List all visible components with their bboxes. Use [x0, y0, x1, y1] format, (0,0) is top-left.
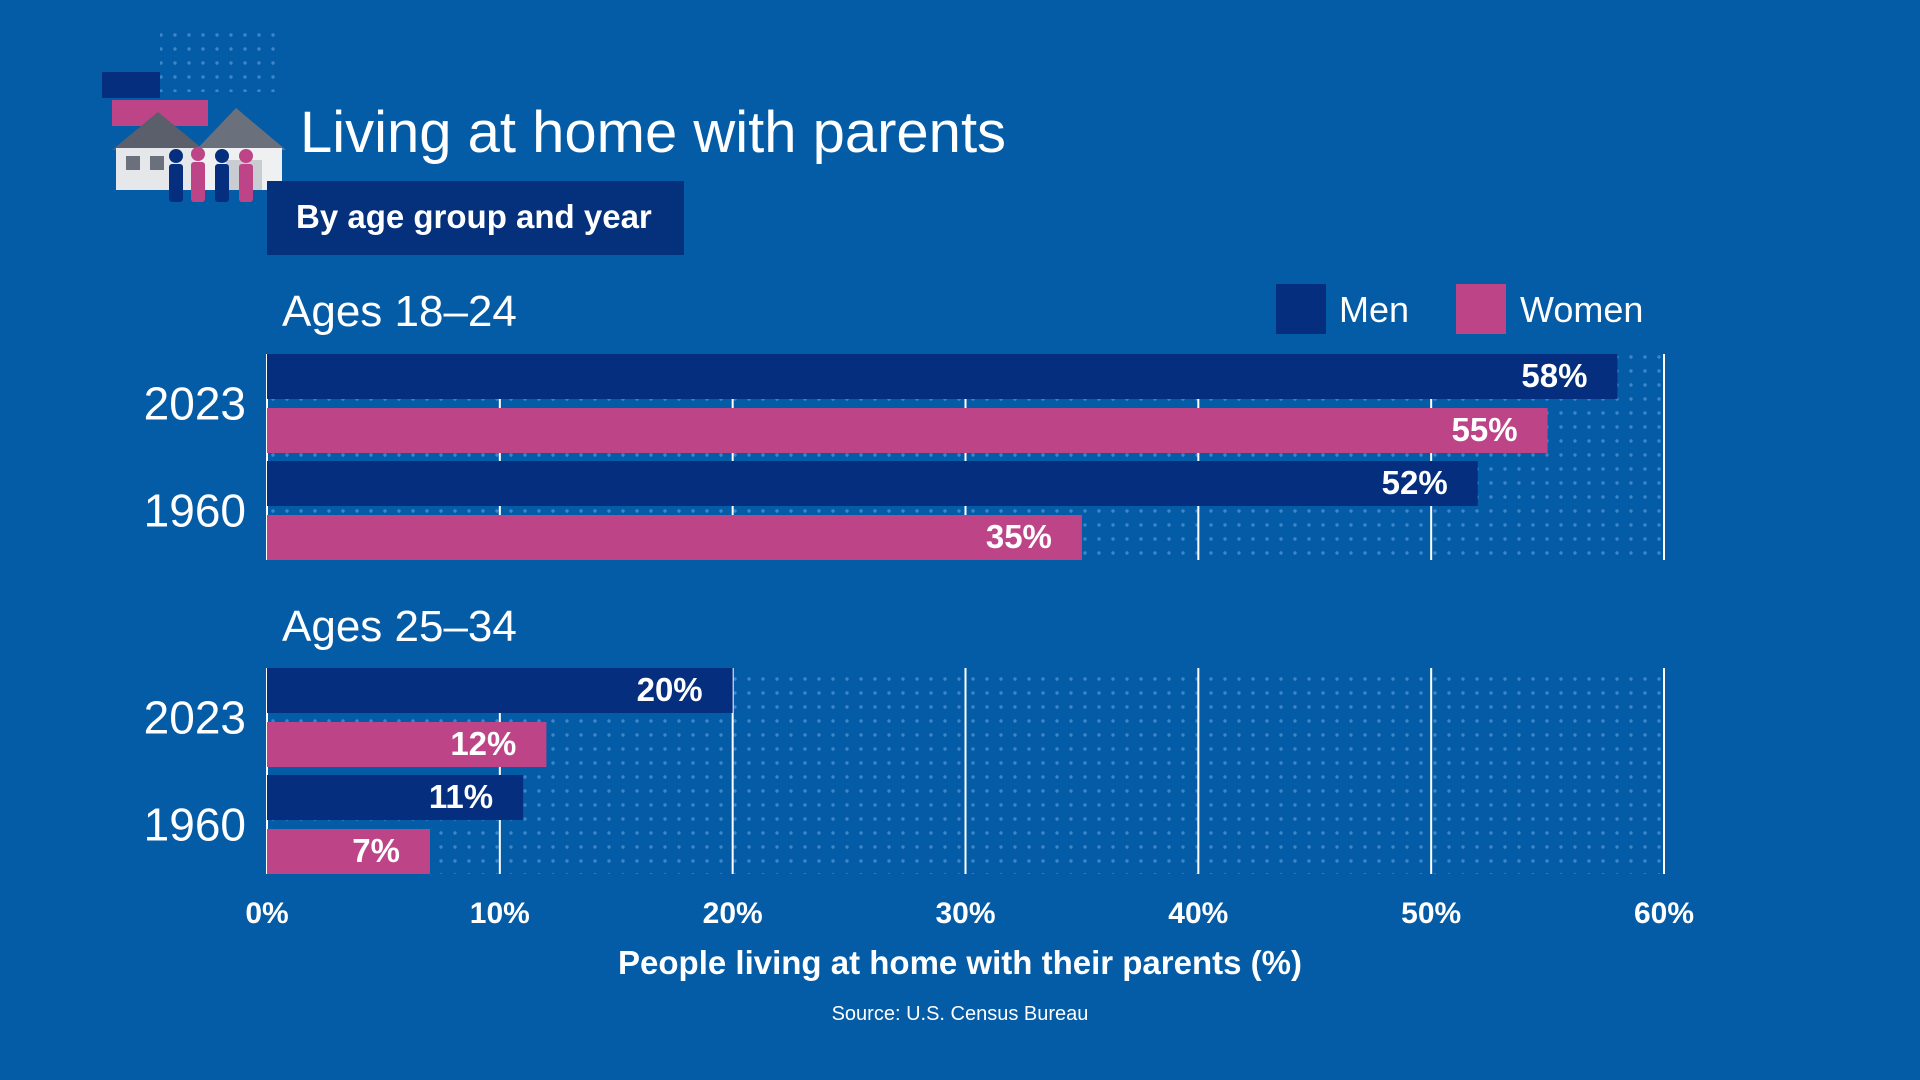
- bar-men: [267, 668, 733, 713]
- bar-women: [267, 515, 1082, 560]
- x-tick-label: 60%: [1634, 897, 1694, 930]
- bar-men: [267, 775, 524, 820]
- panel-title: Ages 18–24: [282, 287, 517, 336]
- bar-value-label: 58%: [1521, 357, 1587, 394]
- year-labels: 2023 1960: [144, 692, 246, 851]
- x-tick-label: 0%: [245, 897, 288, 930]
- legend-swatch-men: [1276, 284, 1326, 334]
- x-tick-label: 30%: [935, 897, 995, 930]
- subtitle-box: By age group and year: [267, 181, 684, 255]
- chart-subtitle: By age group and year: [296, 198, 652, 235]
- bar-value-label: 12%: [450, 725, 516, 762]
- x-axis-title: People living at home with their parents…: [618, 944, 1302, 981]
- panel-ages-18-24: Ages 18–24 58%55%52% 35% 2023 1960: [144, 287, 1665, 560]
- bar-women: [267, 829, 430, 874]
- legend-label-women: Women: [1520, 289, 1643, 330]
- legend-swatch-women: [1456, 284, 1506, 334]
- bars: 58%55%52% 35%: [267, 354, 1618, 560]
- x-axis-ticks: 0% 10% 20% 30% 40% 50% 60%: [245, 897, 1694, 930]
- legend-label-men: Men: [1339, 289, 1409, 330]
- bar-men: [267, 354, 1618, 399]
- bar-value-label: 20%: [637, 671, 703, 708]
- x-tick-label: 10%: [470, 897, 530, 930]
- source-note: Source: U.S. Census Bureau: [832, 1003, 1089, 1025]
- bar-value-label: 11%: [429, 778, 493, 815]
- bar-women: [267, 722, 547, 767]
- bar-value-label: 52%: [1382, 464, 1448, 501]
- year-label: 1960: [144, 485, 246, 537]
- year-labels: 2023 1960: [144, 378, 246, 537]
- year-label: 2023: [144, 378, 246, 430]
- bar-value-label: 7%: [352, 832, 400, 869]
- legend: Men Women: [1276, 284, 1643, 334]
- year-label: 2023: [144, 692, 246, 744]
- bar-value-label: 55%: [1452, 411, 1518, 448]
- bars: 20% 12% 11% 7%: [267, 668, 733, 874]
- chart-title: Living at home with parents: [300, 100, 1006, 165]
- bar-women: [267, 408, 1548, 453]
- x-tick-label: 40%: [1168, 897, 1228, 930]
- x-tick-label: 50%: [1401, 897, 1461, 930]
- x-tick-label: 20%: [703, 897, 763, 930]
- panel-title: Ages 25–34: [282, 602, 517, 651]
- bar-value-label: 35%: [986, 518, 1052, 555]
- year-label: 1960: [144, 799, 246, 851]
- bar-men: [267, 461, 1478, 506]
- house-family-icon: [102, 32, 286, 202]
- panel-ages-25-34: Ages 25–34 20% 12% 11% 7% 2023 1960: [144, 602, 1665, 874]
